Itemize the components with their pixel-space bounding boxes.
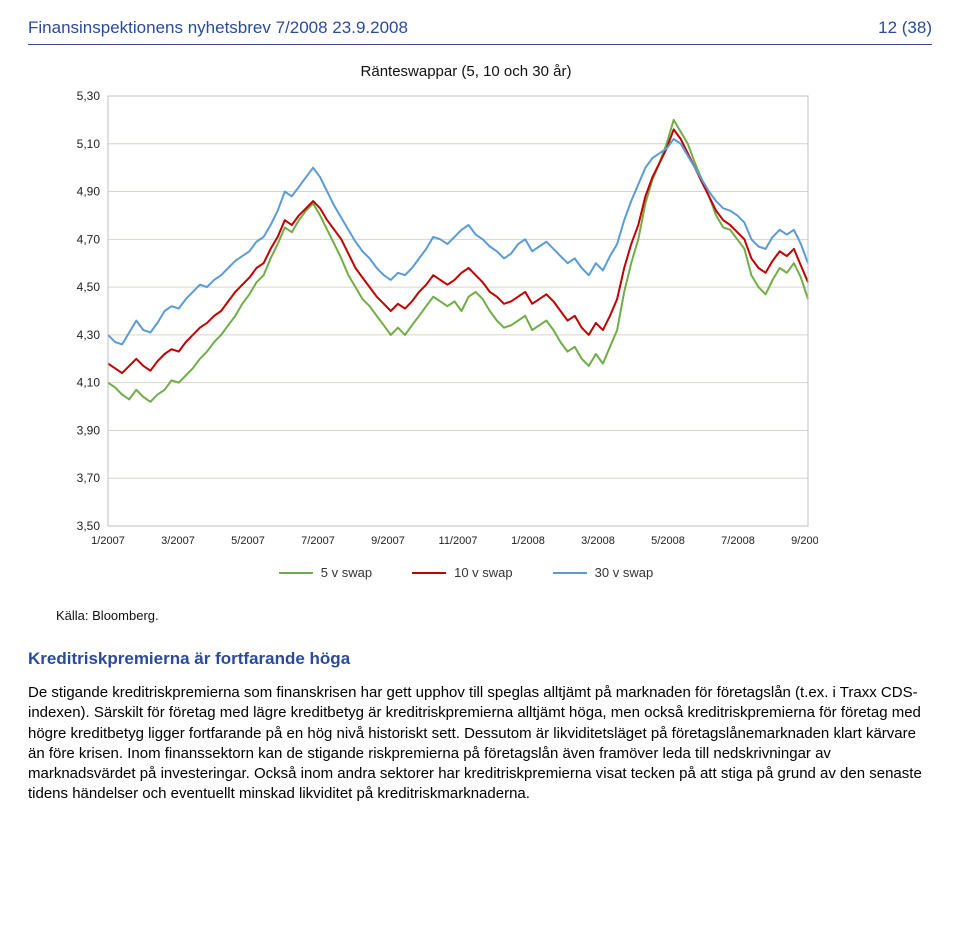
svg-text:5/2007: 5/2007 bbox=[231, 535, 265, 547]
chart-legend: 5 v swap 10 v swap 30 v swap bbox=[56, 565, 876, 580]
legend-item: 5 v swap bbox=[279, 565, 372, 580]
svg-text:3,90: 3,90 bbox=[77, 423, 101, 437]
svg-text:5,30: 5,30 bbox=[77, 89, 101, 103]
svg-text:4,50: 4,50 bbox=[77, 280, 101, 294]
chart-source: Källa: Bloomberg. bbox=[56, 608, 876, 623]
svg-text:9/2008: 9/2008 bbox=[791, 535, 818, 547]
legend-label: 30 v swap bbox=[595, 565, 654, 580]
svg-text:4,10: 4,10 bbox=[77, 376, 101, 390]
legend-label: 10 v swap bbox=[454, 565, 513, 580]
header-left: Finansinspektionens nyhetsbrev 7/2008 23… bbox=[28, 18, 408, 38]
svg-text:11/2007: 11/2007 bbox=[439, 535, 478, 547]
page-header: Finansinspektionens nyhetsbrev 7/2008 23… bbox=[28, 18, 932, 45]
legend-swatch bbox=[412, 572, 446, 574]
swap-rate-chart: Ränteswappar (5, 10 och 30 år) 3,503,703… bbox=[56, 63, 876, 623]
svg-text:7/2008: 7/2008 bbox=[721, 535, 755, 547]
svg-text:5/2008: 5/2008 bbox=[651, 535, 685, 547]
article-body: De stigande kreditriskpremierna som fina… bbox=[28, 683, 932, 805]
legend-swatch bbox=[279, 572, 313, 574]
svg-text:7/2007: 7/2007 bbox=[301, 535, 335, 547]
legend-item: 30 v swap bbox=[553, 565, 654, 580]
svg-text:3/2007: 3/2007 bbox=[161, 535, 195, 547]
section-title: Kreditriskpremierna är fortfarande höga bbox=[28, 649, 932, 669]
legend-label: 5 v swap bbox=[321, 565, 372, 580]
legend-swatch bbox=[553, 572, 587, 574]
legend-item: 10 v swap bbox=[412, 565, 513, 580]
svg-text:4,90: 4,90 bbox=[77, 185, 101, 199]
svg-text:9/2007: 9/2007 bbox=[371, 535, 405, 547]
line-chart-canvas: 3,50 3,70 3,90 4,10 4,30 4,50 4,70 4,90 5,10 5,30… bbox=[56, 88, 818, 552]
svg-text:1/2008: 1/2008 bbox=[511, 535, 545, 547]
svg-text:3,50: 3,50 bbox=[77, 519, 101, 533]
svg-text:3/2008: 3/2008 bbox=[581, 535, 615, 547]
header-page-number: 12 (38) bbox=[878, 18, 932, 38]
svg-text:5,10: 5,10 bbox=[77, 137, 101, 151]
svg-text:1/2007: 1/2007 bbox=[91, 535, 125, 547]
svg-text:4,30: 4,30 bbox=[77, 328, 101, 342]
chart-title: Ränteswappar (5, 10 och 30 år) bbox=[56, 63, 876, 80]
svg-text:4,70: 4,70 bbox=[77, 232, 101, 246]
svg-text:3,70: 3,70 bbox=[77, 471, 101, 485]
